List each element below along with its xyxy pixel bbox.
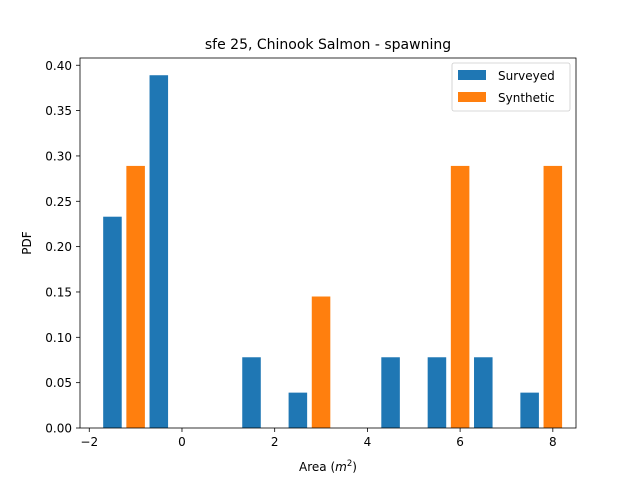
x-tick-label: 2 xyxy=(271,435,279,449)
plot-frame xyxy=(79,57,577,429)
legend-swatch-surveyed xyxy=(458,70,486,80)
x-tick-label: 4 xyxy=(364,435,372,449)
legend-label-synthetic: Synthetic xyxy=(498,91,555,105)
bar-surveyed-7 xyxy=(520,392,539,428)
x-tick-label: 8 xyxy=(549,435,557,449)
legend: Surveyed Synthetic xyxy=(451,62,571,112)
bar-synthetic-2 xyxy=(450,165,470,428)
y-tick-label: 0.20 xyxy=(45,240,72,254)
x-tick-label: 6 xyxy=(456,435,464,449)
y-tick-label: 0.25 xyxy=(45,195,72,209)
legend-swatch-synthetic xyxy=(458,92,486,102)
x-tick-label: −2 xyxy=(80,435,98,449)
bar-surveyed-5 xyxy=(427,357,447,428)
chart-title: sfe 25, Chinook Salmon - spawning xyxy=(205,37,451,53)
x-tick-label: 0 xyxy=(178,435,186,449)
legend-label-surveyed: Surveyed xyxy=(498,69,555,83)
x-axis-label: Area (m2) xyxy=(299,459,357,474)
ticks-layer: −2 0 2 4 6 8 0.00 0.05 0.10 0.15 0.20 0.25 0.30 0.35 0… xyxy=(45,59,556,449)
bar-synthetic-1 xyxy=(311,296,331,428)
bar-surveyed-4 xyxy=(381,357,400,428)
bars-layer xyxy=(103,75,563,428)
bar-surveyed-1 xyxy=(149,75,169,428)
axes-layer xyxy=(79,57,577,429)
y-tick-label: 0.10 xyxy=(45,331,72,345)
y-tick-label: 0.00 xyxy=(45,422,72,436)
bar-surveyed-2 xyxy=(242,357,261,428)
y-tick-label: 0.15 xyxy=(45,285,72,299)
bar-surveyed-3 xyxy=(288,392,308,428)
bar-surveyed-6 xyxy=(474,357,493,428)
y-axis-label: PDF xyxy=(20,231,34,254)
y-tick-label: 0.30 xyxy=(45,149,72,163)
y-tick-label: 0.35 xyxy=(45,104,72,118)
y-tick-label: 0.05 xyxy=(45,376,72,390)
bar-surveyed-0 xyxy=(103,216,122,428)
y-tick-label: 0.40 xyxy=(45,59,72,73)
bar-synthetic-3 xyxy=(543,165,563,428)
bar-synthetic-0 xyxy=(126,165,145,428)
